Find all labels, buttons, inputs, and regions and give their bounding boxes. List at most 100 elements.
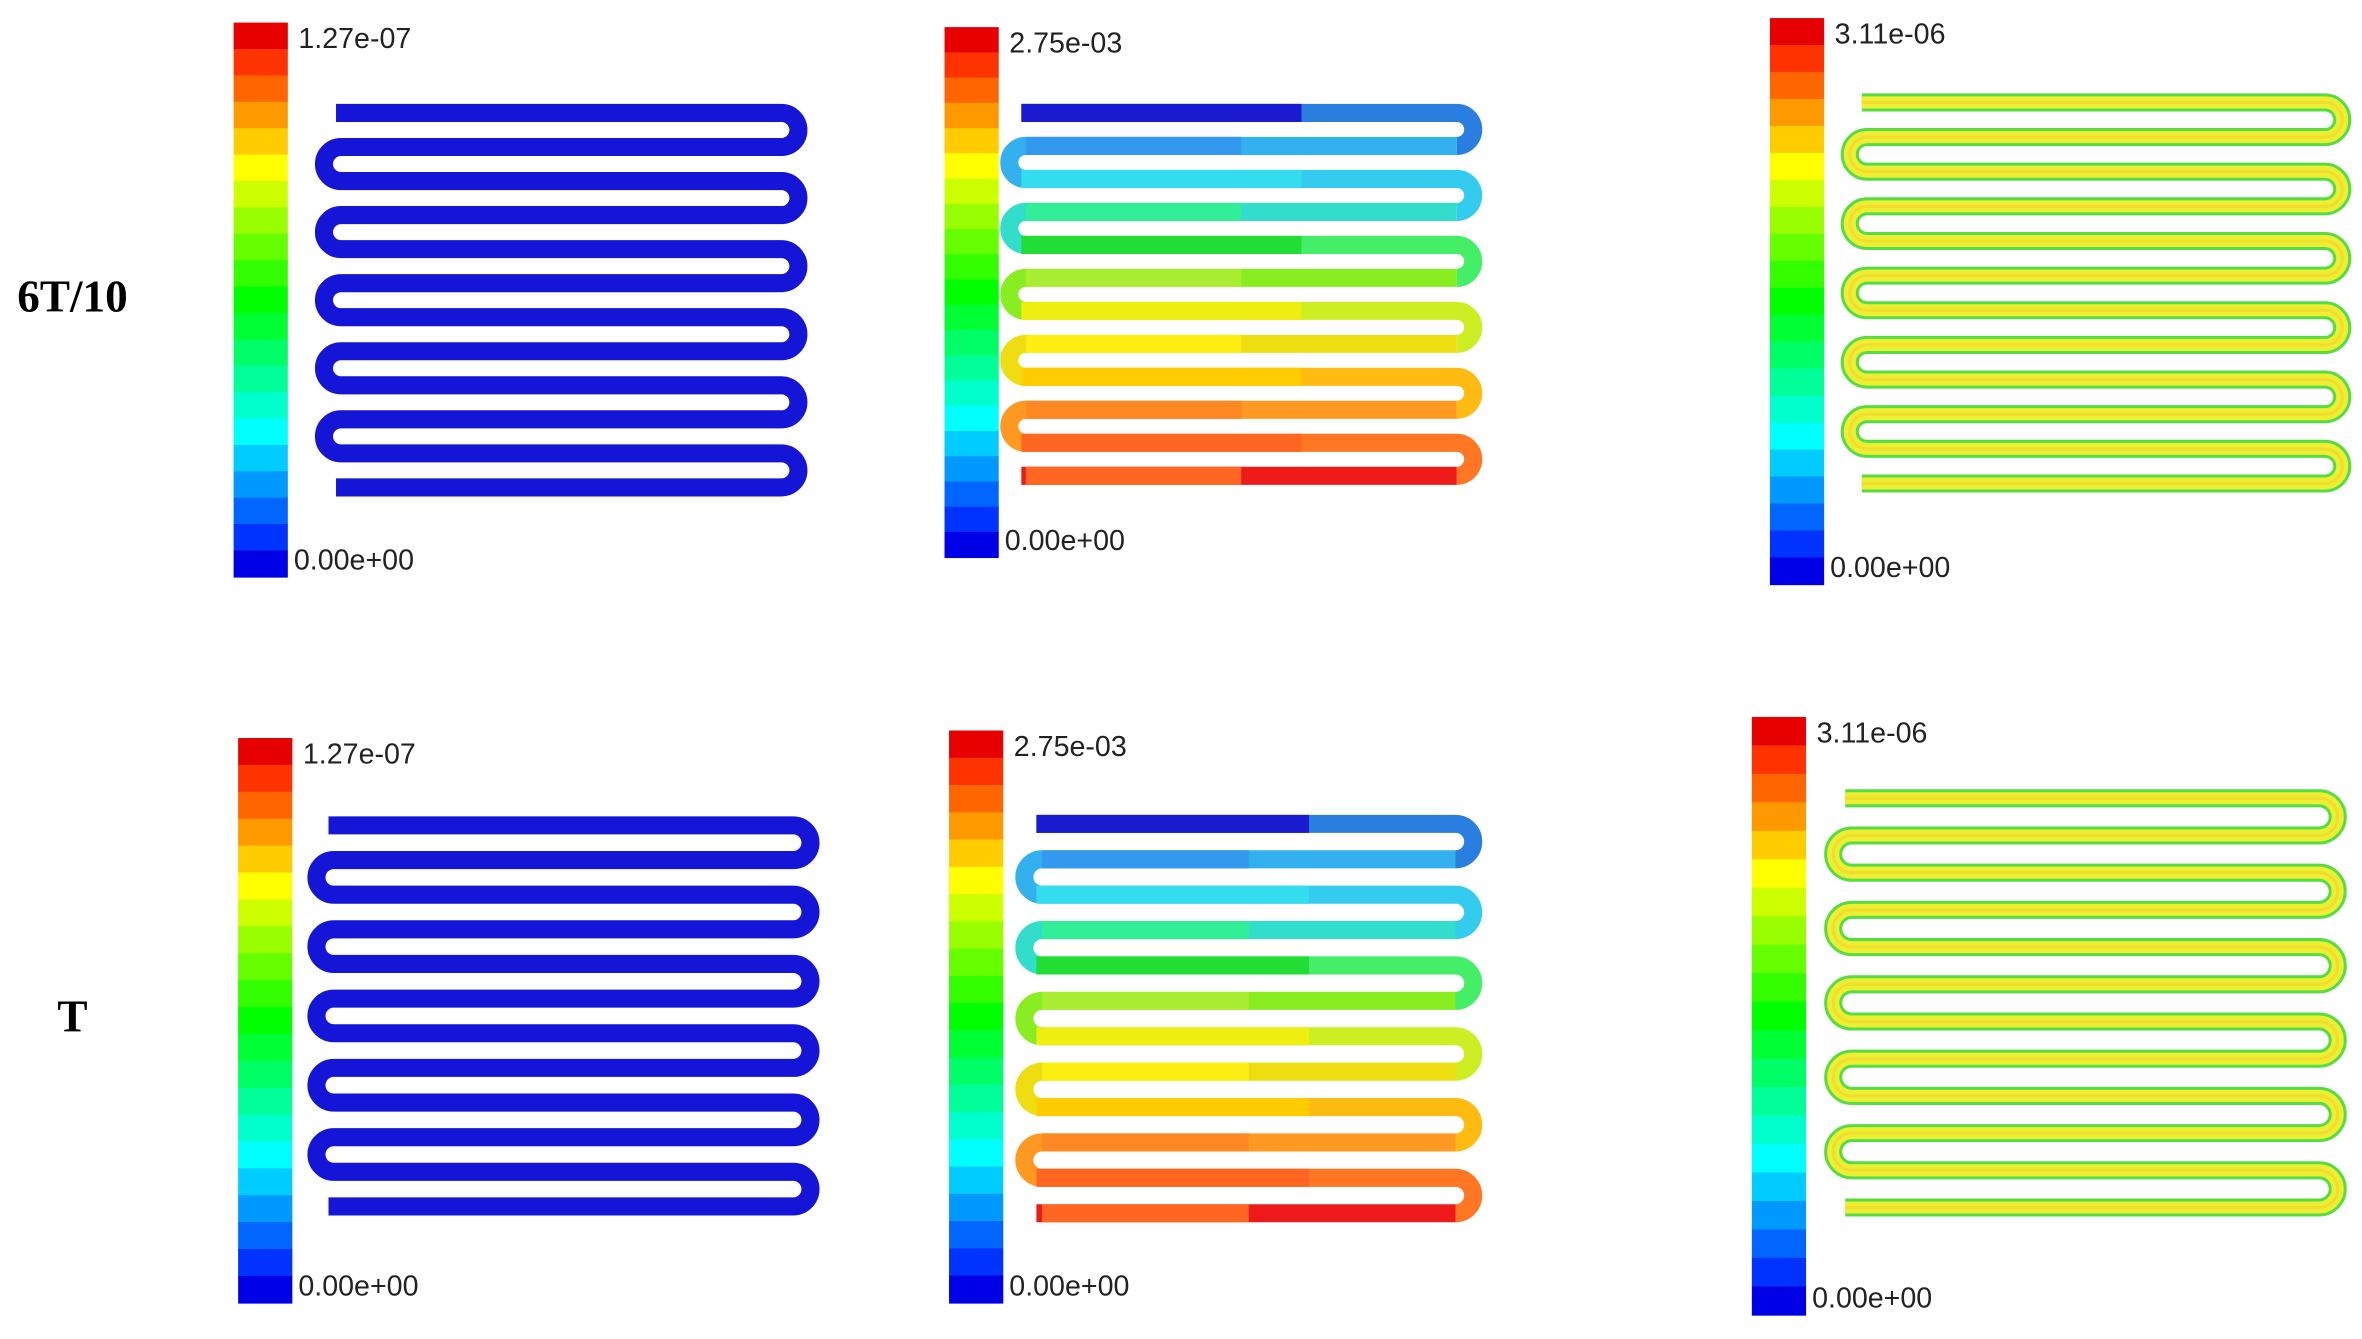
- colorbar-max: 3.11e-06: [1835, 19, 1946, 51]
- channel-wall: [1824, 789, 2347, 1217]
- colorbar-min: 0.00e+00: [1830, 552, 1950, 584]
- colorbar-band: [238, 1033, 293, 1062]
- colorbar-band: [944, 355, 999, 382]
- colorbar-band: [238, 926, 293, 954]
- colorbar-band: [949, 1275, 1004, 1304]
- colorbar-band: [233, 48, 288, 77]
- colorbar-band: [233, 101, 288, 129]
- colorbar-band: [944, 456, 999, 483]
- colorbar-band: [949, 1248, 1004, 1277]
- colorbar-band: [949, 730, 1004, 759]
- colorbar-min: 0.00e+00: [1812, 1282, 1932, 1314]
- colorbar-max: 2.75e-03: [1014, 731, 1127, 763]
- colorbar-band: [238, 1249, 293, 1277]
- colorbar-max: 1.27e-07: [303, 739, 416, 771]
- colorbar-band: [1751, 1201, 1807, 1231]
- colorbar-band: [238, 1222, 293, 1250]
- channel-segment: [1021, 103, 1483, 155]
- colorbar-band: [233, 392, 288, 420]
- colorbar-band: [1769, 341, 1825, 370]
- colorbar-band: [949, 812, 1004, 841]
- colorbar-band: [1769, 18, 1825, 46]
- colorbar-band: [1751, 1030, 1807, 1060]
- colorbar-band: [949, 1030, 1004, 1059]
- colorbar-band: [238, 1168, 293, 1197]
- colorbar-band: [1769, 206, 1825, 235]
- colorbar-band: [944, 532, 999, 559]
- colorbar-band: [1751, 1058, 1807, 1088]
- colorbar-band: [238, 953, 293, 981]
- channel-segment: [1000, 268, 1457, 320]
- colorbar-band: [1751, 716, 1807, 747]
- channel-segment: [1036, 814, 1483, 869]
- colorbar-band: [1769, 45, 1825, 73]
- colorbar-band: [1769, 557, 1825, 586]
- channel-segment: [1025, 433, 1483, 485]
- colorbar-min: 0.00e+00: [294, 544, 414, 576]
- colorbar-band: [944, 431, 999, 458]
- colorbar-band: [1751, 1115, 1807, 1145]
- colorbar-band: [233, 524, 288, 552]
- contour-panel: 1.27e-07 0.00e+00: [238, 738, 820, 1304]
- colorbar-band: [233, 233, 288, 261]
- colorbar-band: [1769, 368, 1825, 397]
- colorbar-band: [238, 845, 293, 874]
- colorbar-band: [949, 1003, 1004, 1032]
- colorbar-band: [944, 254, 999, 281]
- colorbar-band: [944, 153, 999, 180]
- colorbar-band: [949, 1221, 1004, 1250]
- colorbar-band: [233, 365, 288, 393]
- channel-segment: [1015, 1062, 1456, 1117]
- colorbar-band: [1769, 422, 1825, 451]
- colorbar-band: [1769, 72, 1825, 100]
- colorbar-min: 0.00e+00: [298, 1270, 418, 1302]
- colorbar-band: [238, 1141, 293, 1170]
- colorbar-band: [238, 791, 293, 820]
- channel-segment: [1025, 301, 1483, 353]
- colorbar-band: [949, 1057, 1004, 1086]
- colorbar-band: [949, 894, 1004, 923]
- colorbar-band: [233, 207, 288, 235]
- colorbar-band: [1751, 773, 1807, 804]
- colorbar-band: [1769, 125, 1825, 154]
- channel-segment: [1000, 334, 1457, 386]
- colorbar-band: [238, 1060, 293, 1089]
- channel-segment: [1042, 956, 1483, 1010]
- channel: [307, 816, 820, 1216]
- colorbar-band: [944, 203, 999, 230]
- colorbar-band: [949, 1139, 1004, 1168]
- channel-segment: [1000, 202, 1457, 254]
- colorbar-band: [944, 304, 999, 331]
- colorbar-band: [949, 785, 1004, 814]
- colorbar-band: [233, 286, 288, 314]
- colorbar-band: [233, 154, 288, 182]
- colorbar-band: [944, 178, 999, 205]
- colorbar-band: [1769, 260, 1825, 289]
- colorbar-band: [1751, 1257, 1807, 1288]
- channel-segment: [1000, 136, 1457, 188]
- channel-core: [1848, 100, 2344, 485]
- colorbar-band: [1751, 1286, 1807, 1316]
- colorbar-band: [1769, 233, 1825, 262]
- colorbar-band: [944, 506, 999, 533]
- colorbar-band: [1769, 503, 1825, 532]
- colorbar-band: [949, 1084, 1004, 1113]
- channel-segment: [1042, 1168, 1483, 1223]
- channel-segment: [1042, 1027, 1483, 1081]
- colorbar-band: [1751, 944, 1807, 974]
- colorbar-band: [949, 975, 1004, 1004]
- colorbar-max: 1.27e-07: [298, 23, 411, 55]
- channel-segment: [1015, 1133, 1456, 1187]
- colorbar-band: [944, 128, 999, 155]
- channel-segment: [1042, 885, 1483, 940]
- colorbar-band: [238, 872, 293, 901]
- colorbar-band: [1751, 1172, 1807, 1202]
- colorbar-band: [233, 418, 288, 446]
- colorbar-band: [944, 229, 999, 256]
- colorbar-band: [1751, 1001, 1807, 1031]
- colorbar-band: [233, 22, 288, 50]
- colorbar-band: [238, 899, 293, 928]
- colorbar-band: [1751, 1229, 1807, 1259]
- colorbar-band: [1751, 859, 1807, 889]
